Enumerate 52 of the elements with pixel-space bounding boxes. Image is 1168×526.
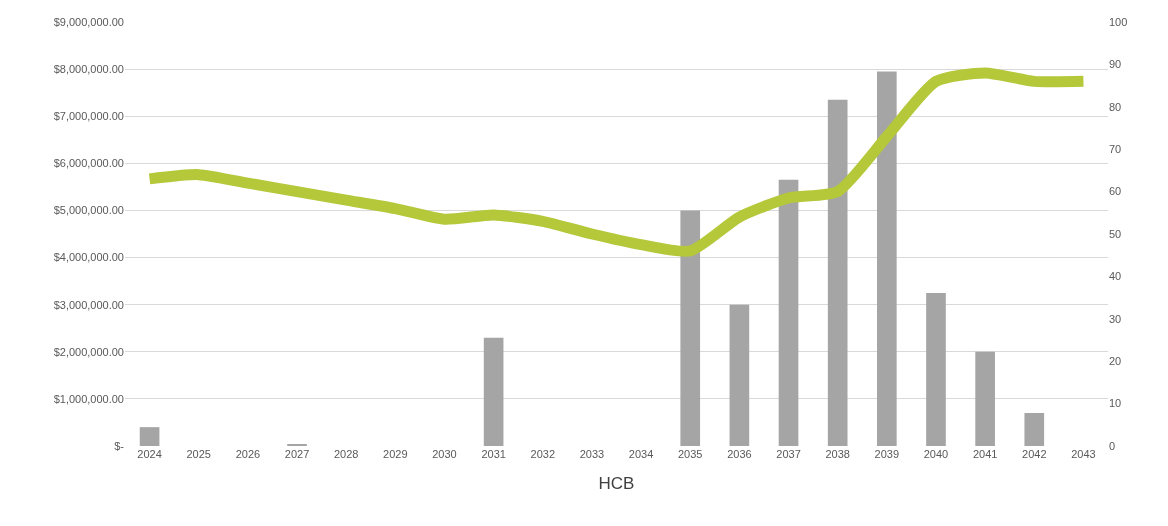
bar [975, 351, 995, 446]
bar [778, 179, 799, 446]
y2-tick-label: 80 [1109, 100, 1122, 113]
bar [1024, 413, 1045, 446]
x-tick-label: 2028 [333, 448, 359, 460]
y2-tick-label: 30 [1109, 312, 1122, 325]
y-tick-label: $3,000,000.00 [53, 298, 124, 311]
x-tick-label: 2026 [235, 448, 261, 460]
y2-tick-label: 60 [1109, 185, 1122, 198]
x-tick-label: 2024 [137, 448, 162, 460]
x-tick-label: 2032 [530, 448, 556, 460]
y2-tick-label: 10 [1109, 397, 1122, 410]
bar [877, 71, 897, 446]
x-tick-label: 2039 [874, 448, 900, 460]
x-tick-label: 2031 [481, 448, 506, 460]
x-tick-label: 2037 [776, 448, 801, 460]
y-tick-label: $4,000,000.00 [53, 251, 124, 264]
bar [827, 99, 848, 446]
x-tick-label: 2034 [628, 448, 654, 460]
y2-tick-label: 50 [1109, 227, 1122, 240]
y2-tick-label: 20 [1109, 355, 1122, 368]
x-tick-label: 2035 [677, 448, 703, 460]
bar [926, 292, 946, 446]
y2-tick-label: 90 [1109, 58, 1122, 71]
y2-tick-label: 70 [1109, 143, 1122, 156]
y-tick-label: $9,000,000.00 [53, 15, 124, 28]
y2-tick-label: 0 [1109, 439, 1116, 452]
bar [729, 304, 750, 446]
x-tick-label: 2043 [1071, 448, 1096, 460]
y-tick-label: $7,000,000.00 [53, 110, 124, 123]
y-tick-label: $5,000,000.00 [53, 204, 124, 217]
y2-tick-label: 100 [1109, 15, 1128, 28]
x-tick-label: 2041 [972, 448, 998, 460]
bar [483, 337, 504, 446]
bar [680, 210, 701, 446]
x-tick-label: 2029 [383, 448, 408, 460]
y-tick-label: $8,000,000.00 [53, 62, 124, 75]
x-tick-label: 2033 [579, 448, 605, 460]
y-tick-label: $6,000,000.00 [53, 157, 124, 170]
x-tick-label: 2030 [432, 448, 457, 460]
x-axis-title: HCB [598, 474, 635, 494]
y-tick-label: $- [114, 439, 125, 452]
x-tick-label: 2040 [923, 448, 949, 460]
x-tick-label: 2042 [1022, 448, 1047, 460]
y-tick-label: $2,000,000.00 [53, 345, 124, 358]
bar [139, 427, 160, 446]
x-tick-label: 2027 [284, 448, 310, 460]
y2-tick-label: 40 [1109, 270, 1122, 283]
y-tick-label: $1,000,000.00 [53, 392, 124, 405]
x-tick-label: 2025 [186, 448, 211, 460]
x-tick-label: 2036 [727, 448, 752, 460]
x-tick-label: 2038 [825, 448, 850, 460]
